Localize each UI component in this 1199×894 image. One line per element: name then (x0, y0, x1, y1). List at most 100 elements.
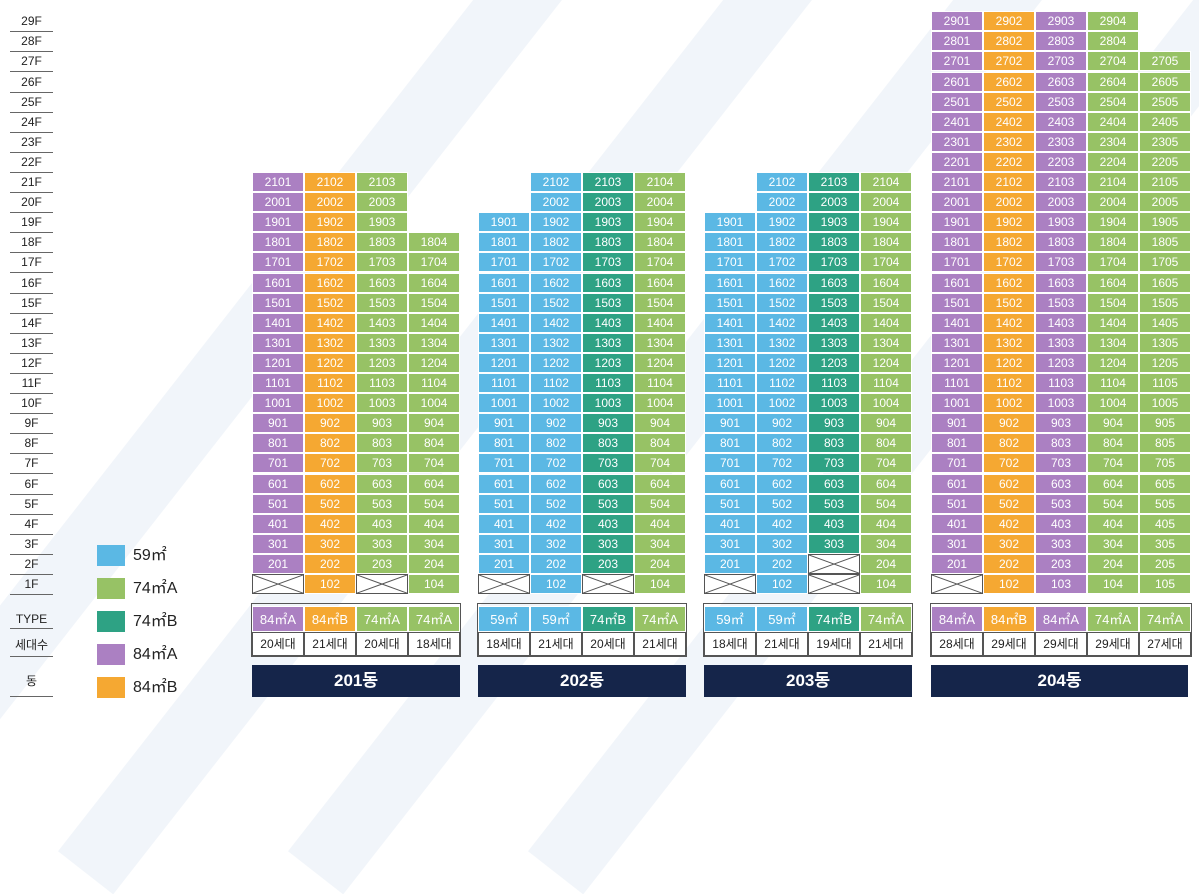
unit-cell[interactable]: 1301 (478, 332, 530, 353)
unit-cell[interactable]: 1801 (704, 232, 756, 253)
unit-cell[interactable]: 204 (1087, 553, 1139, 574)
unit-cell[interactable]: 1003 (356, 393, 408, 414)
unit-cell[interactable]: 502 (756, 493, 808, 514)
unit-cell[interactable]: 2001 (931, 192, 983, 213)
unit-cell[interactable]: 2002 (983, 192, 1035, 213)
unit-cell[interactable]: 1601 (478, 272, 530, 293)
unit-cell[interactable]: 301 (252, 533, 304, 554)
unit-cell[interactable]: 1002 (983, 393, 1035, 414)
unit-cell[interactable]: 505 (1139, 493, 1191, 514)
unit-cell[interactable]: 901 (931, 413, 983, 434)
unit-cell[interactable]: 403 (356, 513, 408, 534)
unit-cell[interactable]: 1303 (808, 332, 860, 353)
unit-cell[interactable]: 105 (1139, 574, 1191, 595)
unit-cell[interactable]: 503 (582, 493, 634, 514)
unit-cell[interactable]: 1701 (704, 252, 756, 273)
unit-cell[interactable]: 802 (756, 433, 808, 454)
unit-cell[interactable]: 501 (252, 493, 304, 514)
unit-cell[interactable]: 205 (1139, 553, 1191, 574)
unit-cell[interactable]: 1604 (860, 272, 912, 293)
unit-cell[interactable]: 1102 (756, 373, 808, 394)
unit-cell[interactable]: 2001 (252, 192, 304, 213)
unit-cell[interactable]: 1702 (983, 252, 1035, 273)
unit-cell[interactable]: 1204 (1087, 352, 1139, 373)
unit-cell[interactable]: 303 (582, 533, 634, 554)
unit-cell[interactable]: 1804 (1087, 232, 1139, 253)
unit-cell[interactable]: 1401 (704, 312, 756, 333)
unit-cell[interactable]: 1101 (478, 373, 530, 394)
unit-cell[interactable]: 804 (1087, 433, 1139, 454)
unit-cell[interactable]: 1402 (983, 312, 1035, 333)
unit-cell[interactable]: 1002 (530, 393, 582, 414)
unit-cell[interactable]: 1805 (1139, 232, 1191, 253)
unit-cell[interactable]: 2503 (1035, 91, 1087, 112)
unit-cell[interactable]: 903 (356, 413, 408, 434)
unit-cell[interactable]: 302 (304, 533, 356, 554)
unit-cell[interactable]: 2003 (356, 192, 408, 213)
unit-cell[interactable]: 304 (1087, 533, 1139, 554)
unit-cell[interactable]: 2604 (1087, 71, 1139, 92)
unit-cell[interactable]: 1003 (808, 393, 860, 414)
unit-cell[interactable]: 2501 (931, 91, 983, 112)
unit-cell[interactable]: 2803 (1035, 31, 1087, 52)
unit-cell[interactable]: 1203 (808, 352, 860, 373)
unit-cell[interactable]: 1502 (304, 292, 356, 313)
unit-cell[interactable]: 1603 (356, 272, 408, 293)
unit-cell[interactable]: 2003 (1035, 192, 1087, 213)
unit-cell[interactable]: 1103 (808, 373, 860, 394)
unit-cell[interactable]: 804 (860, 433, 912, 454)
unit-cell[interactable]: 1101 (931, 373, 983, 394)
unit-cell[interactable]: 204 (408, 553, 460, 574)
unit-cell[interactable]: 1304 (634, 332, 686, 353)
unit-cell[interactable]: 904 (1087, 413, 1139, 434)
unit-cell[interactable]: 201 (704, 553, 756, 574)
unit-cell[interactable]: 1102 (983, 373, 1035, 394)
unit-cell[interactable]: 402 (304, 513, 356, 534)
unit-cell[interactable]: 802 (530, 433, 582, 454)
unit-cell[interactable]: 804 (408, 433, 460, 454)
unit-cell[interactable]: 1803 (356, 232, 408, 253)
unit-cell[interactable]: 2202 (983, 151, 1035, 172)
unit-cell[interactable]: 703 (1035, 453, 1087, 474)
unit-cell[interactable]: 802 (983, 433, 1035, 454)
unit-cell[interactable]: 2304 (1087, 131, 1139, 152)
unit-cell[interactable]: 1904 (860, 212, 912, 233)
unit-cell[interactable]: 303 (808, 533, 860, 554)
unit-cell[interactable]: 1304 (408, 332, 460, 353)
unit-cell[interactable]: 1504 (408, 292, 460, 313)
unit-cell[interactable]: 1802 (756, 232, 808, 253)
unit-cell[interactable]: 2103 (1035, 172, 1087, 193)
unit-cell[interactable]: 901 (252, 413, 304, 434)
unit-cell[interactable]: 1301 (252, 332, 304, 353)
unit-cell[interactable]: 1201 (704, 352, 756, 373)
unit-cell[interactable]: 904 (634, 413, 686, 434)
unit-cell[interactable]: 602 (756, 473, 808, 494)
unit-cell[interactable]: 1704 (634, 252, 686, 273)
unit-cell[interactable]: 902 (304, 413, 356, 434)
unit-cell[interactable]: 202 (304, 553, 356, 574)
unit-cell[interactable]: 1301 (704, 332, 756, 353)
unit-cell[interactable]: 404 (1087, 513, 1139, 534)
unit-cell[interactable]: 2103 (808, 172, 860, 193)
unit-cell[interactable]: 1903 (1035, 212, 1087, 233)
unit-cell[interactable]: 704 (860, 453, 912, 474)
unit-cell[interactable]: 602 (530, 473, 582, 494)
unit-cell[interactable]: 404 (634, 513, 686, 534)
unit-cell[interactable]: 2305 (1139, 131, 1191, 152)
unit-cell[interactable]: 1501 (252, 292, 304, 313)
unit-cell[interactable]: 102 (756, 574, 808, 595)
unit-cell[interactable]: 1804 (634, 232, 686, 253)
unit-cell[interactable]: 1803 (808, 232, 860, 253)
unit-cell[interactable]: 1102 (530, 373, 582, 394)
unit-cell[interactable]: 801 (704, 433, 756, 454)
unit-cell[interactable]: 1001 (931, 393, 983, 414)
unit-cell[interactable]: 1203 (1035, 352, 1087, 373)
unit-cell[interactable]: 2301 (931, 131, 983, 152)
unit-cell[interactable]: 1305 (1139, 332, 1191, 353)
unit-cell[interactable]: 1701 (478, 252, 530, 273)
unit-cell[interactable]: 2204 (1087, 151, 1139, 172)
unit-cell[interactable]: 901 (704, 413, 756, 434)
unit-cell[interactable]: 304 (408, 533, 460, 554)
unit-cell[interactable]: 1904 (634, 212, 686, 233)
unit-cell[interactable]: 803 (808, 433, 860, 454)
